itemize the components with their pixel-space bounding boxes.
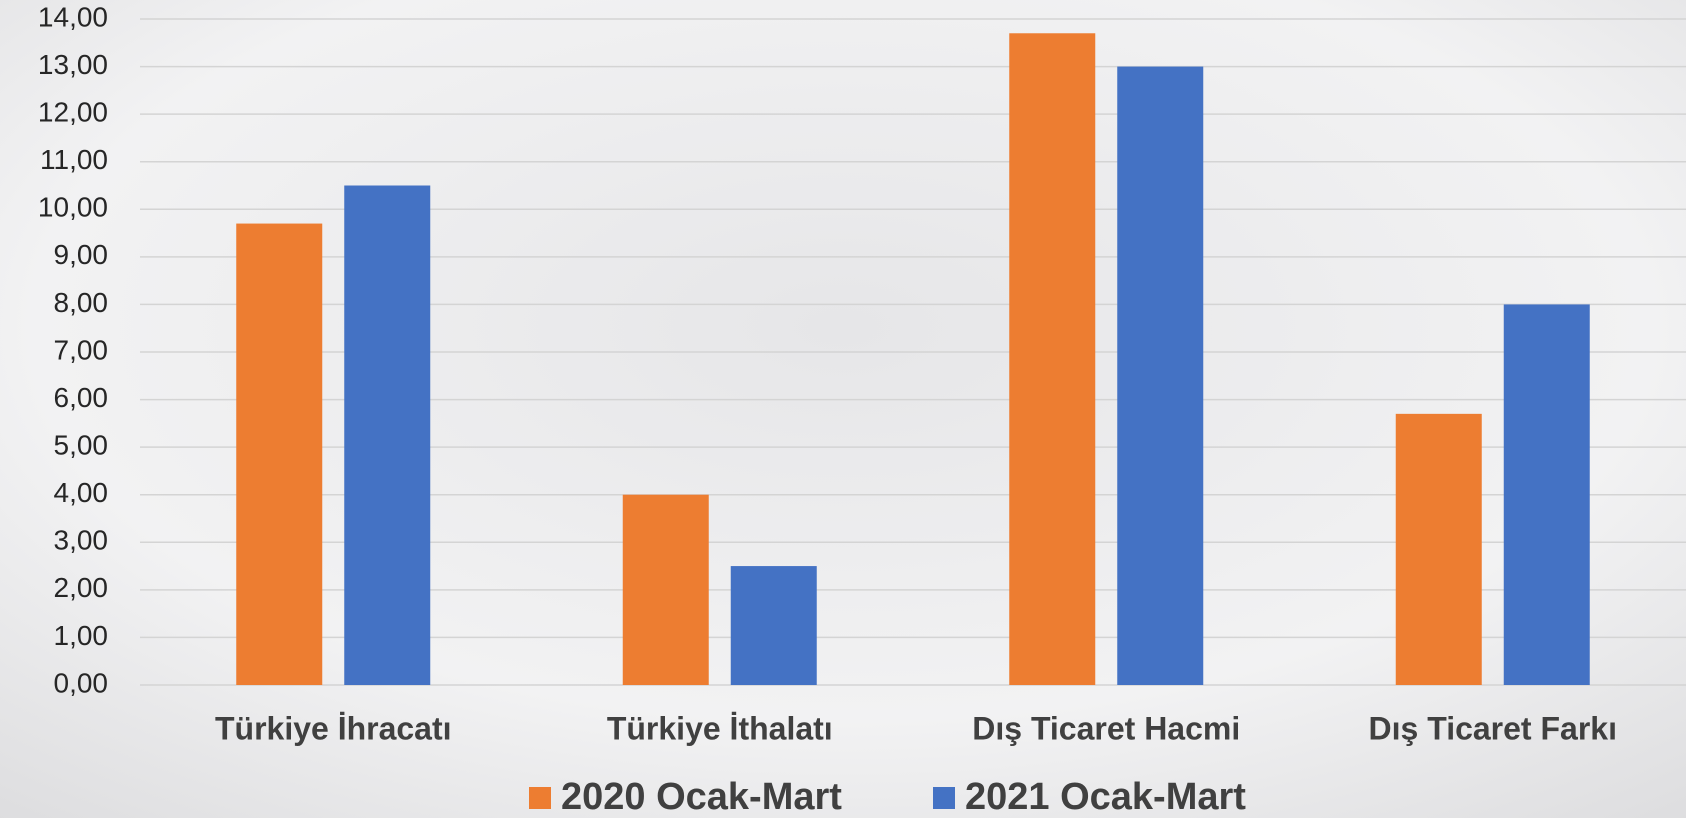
y-tick-label: 9,00 <box>54 239 109 270</box>
legend-label: 2021 Ocak-Mart <box>965 776 1246 818</box>
bar <box>622 494 709 685</box>
legend-label: 2020 Ocak-Mart <box>561 776 842 818</box>
bar <box>1009 33 1096 686</box>
y-tick-label: 1,00 <box>54 620 109 651</box>
y-tick-label: 4,00 <box>54 477 109 508</box>
y-tick-label: 10,00 <box>38 192 108 223</box>
bar <box>1395 413 1482 685</box>
y-tick-label: 2,00 <box>54 572 109 603</box>
y-tick-label: 0,00 <box>54 667 109 698</box>
x-tick-label: Türkiye İhracatı <box>215 710 452 746</box>
y-tick-label: 14,00 <box>38 1 108 32</box>
x-tick-label: Türkiye İthalatı <box>607 710 833 746</box>
bar <box>344 185 431 685</box>
y-tick-label: 12,00 <box>38 97 108 128</box>
y-tick-label: 11,00 <box>40 144 108 175</box>
legend-swatch <box>529 787 551 809</box>
y-tick-label: 6,00 <box>54 382 109 413</box>
bar <box>730 566 817 685</box>
x-tick-label: Dış Ticaret Farkı <box>1369 710 1617 746</box>
bar <box>1503 304 1590 685</box>
bar <box>1117 66 1204 686</box>
legend-swatch <box>933 787 955 809</box>
bar <box>236 223 323 686</box>
y-tick-label: 8,00 <box>54 287 109 318</box>
y-tick-label: 7,00 <box>54 334 109 365</box>
x-tick-label: Dış Ticaret Hacmi <box>972 710 1240 746</box>
y-tick-label: 13,00 <box>38 49 108 80</box>
y-tick-label: 3,00 <box>54 525 109 556</box>
y-tick-label: 5,00 <box>54 430 109 461</box>
